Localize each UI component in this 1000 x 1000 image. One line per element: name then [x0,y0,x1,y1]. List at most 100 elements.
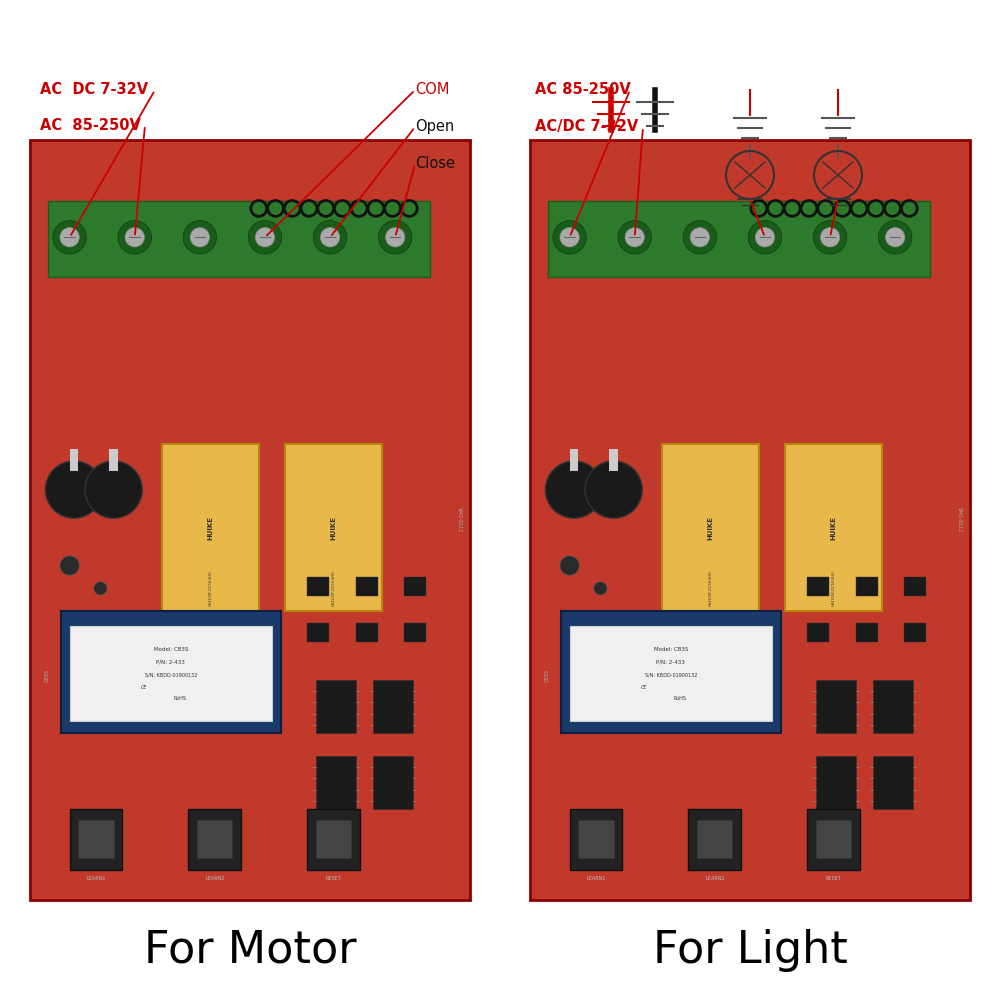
Bar [873,756,913,809]
Text: CE: CE [641,685,648,690]
Bar [548,201,930,277]
Circle shape [886,228,905,247]
Text: HUIKE: HUIKE [707,516,713,540]
Circle shape [690,228,710,247]
Circle shape [755,228,775,247]
Bar [162,444,259,611]
Circle shape [183,221,217,254]
Circle shape [625,228,644,247]
Bar [570,809,622,870]
Bar [561,611,781,733]
Circle shape [190,228,210,247]
Text: HK4100F-DC5V-SHG: HK4100F-DC5V-SHG [708,571,712,606]
Bar [688,809,741,870]
Circle shape [820,228,840,247]
Circle shape [553,221,586,254]
Bar [404,623,426,642]
Text: Open: Open [415,119,454,134]
Bar [30,140,470,900]
Circle shape [60,228,79,247]
Bar [307,623,329,642]
Text: For Light: For Light [653,928,847,972]
Bar [785,444,882,611]
Circle shape [255,228,275,247]
Bar [807,577,829,596]
Bar [904,577,926,596]
Text: Close: Close [415,156,455,172]
Bar [578,820,614,858]
Circle shape [594,582,607,595]
Circle shape [378,221,412,254]
Bar [570,449,578,471]
Bar [70,626,272,721]
Bar [307,577,329,596]
Bar [316,756,356,809]
Circle shape [118,221,151,254]
Bar [856,577,878,596]
Circle shape [53,221,86,254]
Bar [285,444,382,611]
Bar [816,756,856,809]
Bar [356,577,378,596]
Circle shape [545,461,603,518]
Bar [807,809,860,870]
Text: CB3S: CB3S [545,669,550,682]
Bar [188,809,241,870]
Text: RoHS: RoHS [173,696,186,701]
Text: RESET: RESET [326,876,341,881]
Text: HK4100F-DC5V-SHG: HK4100F-DC5V-SHG [208,571,212,606]
Text: Model: CB3S: Model: CB3S [154,647,188,652]
Text: SMG-8112: SMG-8112 [957,507,962,533]
Circle shape [386,228,405,247]
Text: P/N: 2-433: P/N: 2-433 [156,660,185,665]
Text: HUIKE: HUIKE [331,516,337,540]
Bar [109,449,118,471]
Bar [70,449,78,471]
Bar [404,577,426,596]
Text: HUIKE: HUIKE [207,516,213,540]
Text: HK4100F-DC5V-SHG: HK4100F-DC5V-SHG [332,571,336,606]
Circle shape [748,221,782,254]
Circle shape [45,461,103,518]
Bar [816,680,856,733]
Text: P/N: 2-433: P/N: 2-433 [656,660,685,665]
Bar [816,820,851,858]
Bar [904,623,926,642]
Text: AC/DC 7-32V: AC/DC 7-32V [535,119,638,134]
Text: HK4100F-DC5V-SHG: HK4100F-DC5V-SHG [832,571,836,606]
Bar [356,623,378,642]
Bar [78,820,114,858]
Bar [316,680,356,733]
Bar [570,626,772,721]
Bar [873,680,913,733]
Circle shape [248,221,282,254]
Text: SMG-8112: SMG-8112 [456,507,461,533]
Bar [197,820,232,858]
Circle shape [878,221,912,254]
Text: RoHS: RoHS [673,696,686,701]
Bar [662,444,759,611]
Circle shape [125,228,144,247]
Text: For Motor: For Motor [144,928,356,972]
Circle shape [618,221,651,254]
Bar [697,820,732,858]
Bar [807,623,829,642]
Circle shape [94,582,107,595]
Text: AC 85-250V: AC 85-250V [535,83,631,98]
Circle shape [813,221,847,254]
Circle shape [85,461,142,518]
Circle shape [683,221,717,254]
Bar [856,623,878,642]
Circle shape [320,228,340,247]
Text: CE: CE [141,685,148,690]
Bar [609,449,618,471]
Circle shape [60,556,79,575]
Circle shape [313,221,347,254]
Text: Model: CB3S: Model: CB3S [654,647,688,652]
Text: COM: COM [415,83,449,98]
Text: AC  85-250V: AC 85-250V [40,117,141,132]
Bar [530,140,970,900]
Text: LEARN2: LEARN2 [705,876,725,881]
Bar [61,611,281,733]
Bar [373,680,413,733]
